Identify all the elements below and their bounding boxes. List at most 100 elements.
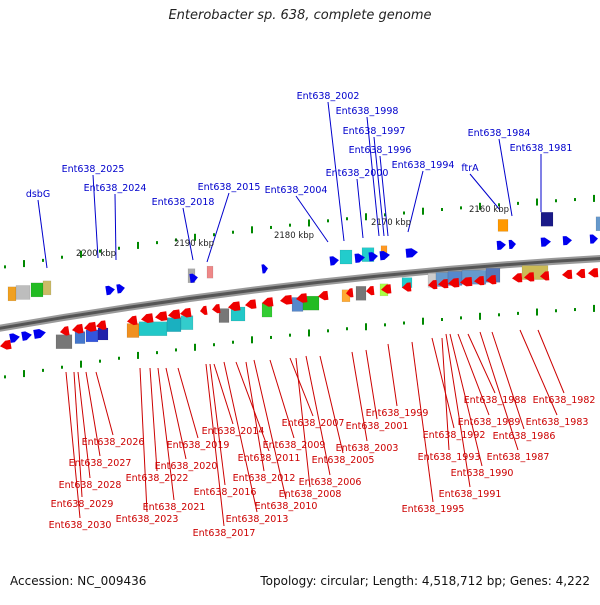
reverse-leader-line xyxy=(295,357,311,488)
outer-tick xyxy=(270,225,272,229)
inner-tick xyxy=(156,351,158,355)
outer-tick xyxy=(308,219,310,227)
reverse-gene-arrow xyxy=(318,290,329,301)
reverse-gene-label: Ent638_2003 xyxy=(336,443,399,454)
accession-text: Accession: NC_009436 xyxy=(10,574,147,588)
scale-label: 2160 kbp xyxy=(469,205,509,215)
reverse-leader-line xyxy=(479,331,519,451)
forward-gene-label: Ent638_2002 xyxy=(297,91,360,102)
reverse-gene-arrow xyxy=(512,273,523,283)
inner-tick xyxy=(517,311,519,315)
outer-tick xyxy=(4,265,6,269)
outer-tick xyxy=(441,208,443,212)
feature-block xyxy=(126,323,140,338)
inner-tick xyxy=(137,351,139,359)
feature-block xyxy=(218,308,230,323)
reverse-gene-arrow xyxy=(228,301,241,312)
feature-block xyxy=(74,331,86,344)
topology-text: Topology: circular; Length: 4,518,712 bp… xyxy=(260,574,590,588)
forward-gene-arrow xyxy=(368,252,378,262)
outer-tick xyxy=(175,238,177,242)
feature-block xyxy=(339,249,353,265)
outer-tick xyxy=(365,213,367,221)
forward-gene-label: Ent638_1996 xyxy=(349,145,412,156)
reverse-leader-line xyxy=(537,329,565,394)
feature-block xyxy=(7,286,17,302)
reverse-gene-label: Ent638_1993 xyxy=(418,452,481,463)
outer-tick xyxy=(517,201,519,205)
inner-tick xyxy=(61,365,63,369)
reverse-gene-label: Ent638_1990 xyxy=(451,468,514,479)
inner-tick xyxy=(23,370,25,378)
outer-tick xyxy=(23,260,25,268)
outer-tick xyxy=(213,233,215,237)
reverse-leader-line xyxy=(269,359,295,439)
reverse-gene-arrow xyxy=(262,297,274,307)
forward-leader-line xyxy=(379,155,389,237)
reverse-gene-label: Ent638_2014 xyxy=(202,426,265,437)
inner-tick xyxy=(118,356,120,360)
reverse-gene-label: Ent638_2013 xyxy=(226,514,289,525)
reverse-leader-line xyxy=(253,359,287,500)
reverse-gene-label: Ent638_2007 xyxy=(282,418,345,429)
inner-tick xyxy=(479,312,481,320)
reverse-gene-arrow xyxy=(155,311,168,322)
feature-block xyxy=(497,219,509,232)
reverse-gene-label: Ent638_2016 xyxy=(194,487,257,498)
forward-leader-line xyxy=(498,138,513,217)
inner-tick xyxy=(441,318,443,322)
reverse-gene-arrow xyxy=(141,313,154,324)
forward-leader-line xyxy=(37,199,48,269)
forward-gene-arrow xyxy=(116,284,125,294)
scale-label: 2200 kbp xyxy=(76,249,116,259)
reverse-leader-line xyxy=(245,361,265,472)
reverse-gene-label: Ent638_2030 xyxy=(49,520,112,531)
reverse-gene-arrow xyxy=(381,284,392,294)
forward-gene-label: Ent638_2004 xyxy=(265,185,328,196)
reverse-leader-line xyxy=(235,361,270,452)
scale-label: 2170 kbp xyxy=(371,218,411,228)
forward-gene-arrow xyxy=(508,239,516,250)
scale-label: 2190 kbp xyxy=(174,239,214,249)
reverse-gene-arrow xyxy=(366,285,375,296)
reverse-gene-arrow xyxy=(540,271,550,281)
inner-tick xyxy=(99,359,101,363)
inner-tick xyxy=(422,317,424,325)
feature-block xyxy=(595,216,600,232)
reverse-gene-label: Ent638_2006 xyxy=(299,477,362,488)
reverse-gene-label: Ent638_2028 xyxy=(59,480,122,491)
reverse-gene-label: Ent638_2022 xyxy=(126,473,189,484)
feature-block xyxy=(138,321,168,337)
reverse-leader-line xyxy=(65,371,81,519)
outer-tick xyxy=(61,255,63,259)
feature-block xyxy=(97,327,109,341)
outer-tick xyxy=(574,198,576,202)
reverse-gene-label: Ent638_1986 xyxy=(493,431,556,442)
forward-gene-label: Ent638_2024 xyxy=(84,183,147,194)
reverse-gene-label: Ent638_2020 xyxy=(155,461,218,472)
inner-tick xyxy=(194,343,196,351)
outer-tick xyxy=(137,241,139,249)
reverse-leader-line xyxy=(457,333,490,416)
reverse-gene-label: Ent638_2017 xyxy=(193,528,256,539)
forward-gene-arrow xyxy=(33,328,46,339)
reverse-gene-arrow xyxy=(402,282,412,292)
reverse-gene-label: Ent638_2027 xyxy=(69,458,132,469)
feature-block xyxy=(55,334,73,349)
feature-block xyxy=(355,286,367,301)
reverse-gene-label: Ent638_2010 xyxy=(255,501,318,512)
inner-tick xyxy=(574,308,576,312)
reverse-gene-arrow xyxy=(72,323,84,334)
reverse-gene-label: Ent638_1982 xyxy=(533,395,596,406)
reverse-gene-arrow xyxy=(562,269,573,279)
inner-tick xyxy=(460,316,462,320)
scale-label: 2180 kbp xyxy=(274,231,314,241)
outer-tick xyxy=(498,203,500,207)
reverse-gene-arrow xyxy=(524,272,535,282)
forward-leader-line xyxy=(182,207,194,261)
reverse-gene-arrow xyxy=(280,294,293,305)
reverse-leader-line xyxy=(73,371,83,498)
reverse-leader-line xyxy=(445,333,471,488)
reverse-gene-arrow xyxy=(84,321,97,332)
